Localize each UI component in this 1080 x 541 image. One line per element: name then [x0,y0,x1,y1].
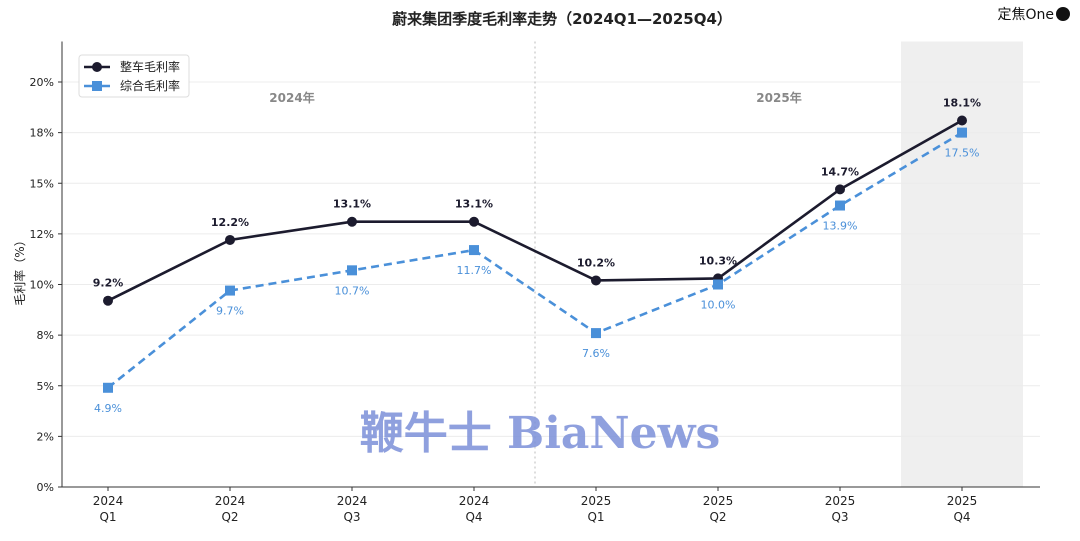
data-point [591,328,601,339]
data-point [957,127,967,138]
y-tick-label: 2% [37,430,54,443]
data-label: 14.7% [821,165,859,178]
x-tick-label: Q2 [709,510,726,524]
chart-title: 蔚来集团季度毛利率走势（2024Q1—2025Q4） [392,10,732,28]
data-point [225,285,235,296]
y-tick-label: 20% [30,76,54,89]
data-point [103,295,113,306]
data-label: 9.2% [93,277,124,290]
data-label: 18.1% [943,96,981,109]
legend-marker [92,62,102,72]
data-label: 10.0% [701,299,736,312]
y-tick-label: 15% [30,177,54,190]
data-point [957,115,967,126]
data-label: 10.3% [699,254,737,267]
x-tick-label: 2025 [947,494,978,508]
y-tick-label: 0% [37,481,54,494]
x-tick-label: Q3 [831,510,848,524]
x-tick-label: 2025 [703,494,734,508]
logo-mark-icon [1056,7,1070,21]
data-point [225,234,235,245]
data-label: 12.2% [211,216,249,229]
x-tick-label: Q4 [465,510,482,524]
data-point [347,265,357,276]
x-tick-label: 2024 [93,494,124,508]
legend-label: 综合毛利率 [120,78,180,93]
x-tick-label: 2025 [581,494,612,508]
data-label: 13.1% [333,198,371,211]
legend-label: 整车毛利率 [120,59,180,74]
x-tick-label: Q3 [343,510,360,524]
x-tick-label: Q1 [99,510,116,524]
watermark: 鞭牛士 BiaNews [360,408,721,459]
data-label: 13.9% [823,220,858,233]
data-point [835,200,845,211]
brand-logo: 定焦One [997,4,1070,24]
data-label: 10.7% [335,284,370,297]
data-point [347,216,357,227]
year-label: 2024年 [269,90,314,105]
y-tick-label: 8% [37,329,54,342]
y-tick-label: 5% [37,380,54,393]
data-point [469,245,479,256]
x-tick-label: Q2 [221,510,238,524]
year-label: 2025年 [756,90,801,105]
data-label: 13.1% [455,198,493,211]
data-label: 9.7% [216,305,244,318]
brand-logo-text: 定焦One [997,7,1054,23]
y-tick-label: 10% [30,279,54,292]
x-tick-label: 2024 [337,494,368,508]
y-axis-label: 毛利率（%） [12,234,27,305]
data-point [103,382,113,393]
x-tick-label: 2025 [825,494,856,508]
data-label: 4.9% [94,402,122,415]
y-tick-label: 12% [30,228,54,241]
data-label: 7.6% [582,347,610,360]
data-point [713,279,723,290]
x-tick-label: 2024 [215,494,246,508]
x-tick-label: 2024 [459,494,490,508]
series-line-0 [107,119,963,302]
data-label: 10.2% [577,256,615,269]
data-point [469,216,479,227]
data-point [835,184,845,195]
y-tick-label: 18% [30,127,54,140]
series-line-1 [107,131,963,389]
x-tick-label: Q4 [953,510,970,524]
legend-marker [92,81,102,91]
data-point [591,275,601,286]
data-label: 11.7% [457,264,492,277]
x-tick-label: Q1 [587,510,604,524]
data-label: 17.5% [945,147,980,160]
